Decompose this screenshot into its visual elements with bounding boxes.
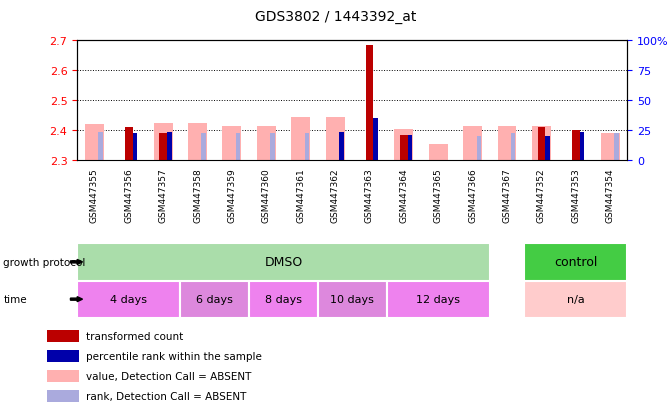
- Bar: [77, 281, 180, 318]
- Text: GSM447365: GSM447365: [433, 168, 443, 222]
- Bar: [400, 135, 408, 161]
- Bar: [476, 137, 481, 161]
- Text: GSM447366: GSM447366: [468, 168, 477, 222]
- Text: n/a: n/a: [567, 294, 584, 304]
- Bar: [270, 133, 274, 161]
- Text: rank, Detection Call = ABSENT: rank, Detection Call = ABSENT: [86, 391, 246, 401]
- Bar: [601, 134, 619, 161]
- Text: GSM447367: GSM447367: [503, 168, 511, 222]
- Bar: [154, 123, 172, 161]
- Bar: [366, 46, 373, 161]
- Bar: [167, 133, 172, 161]
- Bar: [580, 133, 584, 161]
- Bar: [429, 145, 448, 161]
- Bar: [325, 118, 344, 161]
- Text: 4 days: 4 days: [110, 294, 147, 304]
- Bar: [524, 281, 627, 318]
- Text: GDS3802 / 1443392_at: GDS3802 / 1443392_at: [255, 10, 416, 24]
- Bar: [159, 134, 167, 161]
- Text: DMSO: DMSO: [264, 256, 303, 269]
- Bar: [318, 281, 386, 318]
- Bar: [201, 133, 206, 161]
- Text: GSM447360: GSM447360: [262, 168, 271, 222]
- Bar: [249, 281, 318, 318]
- Text: GSM447363: GSM447363: [365, 168, 374, 222]
- Text: GSM447352: GSM447352: [537, 168, 546, 222]
- Bar: [291, 118, 310, 161]
- Bar: [125, 128, 133, 161]
- Bar: [524, 244, 627, 281]
- Bar: [463, 127, 482, 161]
- Text: GSM447356: GSM447356: [124, 168, 134, 222]
- Bar: [257, 127, 276, 161]
- Text: time: time: [3, 294, 27, 304]
- Bar: [537, 128, 546, 161]
- Bar: [236, 133, 240, 161]
- Bar: [572, 131, 580, 161]
- Text: growth protocol: growth protocol: [3, 257, 86, 267]
- Text: 10 days: 10 days: [330, 294, 374, 304]
- Text: GSM447357: GSM447357: [158, 168, 168, 222]
- Text: GSM447353: GSM447353: [571, 168, 580, 222]
- Text: GSM447355: GSM447355: [90, 168, 99, 222]
- Text: 6 days: 6 days: [197, 294, 233, 304]
- Text: transformed count: transformed count: [86, 331, 183, 341]
- Text: 8 days: 8 days: [265, 294, 302, 304]
- Text: GSM447362: GSM447362: [331, 168, 340, 222]
- Bar: [339, 133, 344, 161]
- Bar: [374, 119, 378, 161]
- Text: 12 days: 12 days: [416, 294, 460, 304]
- Bar: [305, 133, 309, 161]
- Text: GSM447358: GSM447358: [193, 168, 202, 222]
- Bar: [47, 370, 79, 382]
- Bar: [47, 390, 79, 403]
- Bar: [223, 127, 242, 161]
- Text: value, Detection Call = ABSENT: value, Detection Call = ABSENT: [86, 371, 251, 381]
- Text: control: control: [554, 256, 597, 269]
- Bar: [532, 127, 551, 161]
- Bar: [511, 133, 515, 161]
- Bar: [47, 350, 79, 363]
- Text: GSM447354: GSM447354: [606, 168, 615, 222]
- Text: percentile rank within the sample: percentile rank within the sample: [86, 351, 262, 361]
- Bar: [77, 244, 490, 281]
- Bar: [180, 281, 249, 318]
- Text: GSM447359: GSM447359: [227, 168, 236, 222]
- Text: GSM447364: GSM447364: [399, 168, 409, 222]
- Bar: [614, 133, 619, 161]
- Bar: [386, 281, 490, 318]
- Bar: [47, 330, 79, 342]
- Text: GSM447361: GSM447361: [296, 168, 305, 222]
- Bar: [188, 123, 207, 161]
- Bar: [133, 133, 137, 161]
- Bar: [85, 125, 104, 161]
- Bar: [546, 137, 550, 161]
- Bar: [395, 130, 413, 161]
- Bar: [408, 135, 412, 161]
- Bar: [99, 133, 103, 161]
- Bar: [498, 127, 517, 161]
